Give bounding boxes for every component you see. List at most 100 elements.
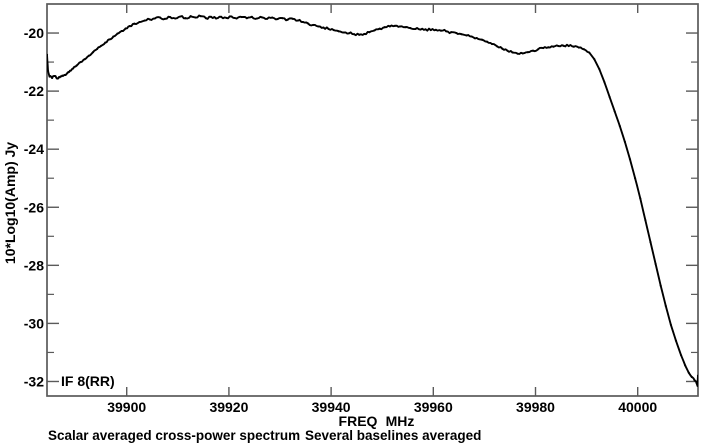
- spectrum-point: [235, 17, 238, 20]
- spectrum-point: [465, 34, 468, 37]
- spectrum-point: [695, 381, 698, 384]
- spectrum-point: [388, 25, 391, 28]
- y-tick-label: -28: [24, 257, 44, 273]
- spectrum-point: [439, 29, 443, 32]
- spectrum-point: [56, 77, 59, 80]
- spectrum-point: [342, 31, 345, 34]
- spectrum-point: [399, 25, 402, 28]
- axes-layer: [46, 3, 699, 397]
- spectrum-point: [424, 28, 427, 31]
- spectrum-point: [639, 197, 642, 200]
- spectrum-point: [547, 46, 550, 49]
- spectrum-point: [266, 17, 269, 20]
- spectrum-point: [628, 158, 632, 161]
- spectrum-point: [404, 26, 407, 29]
- spectrum-point: [245, 17, 248, 20]
- spectrum-point: [608, 95, 611, 98]
- spectrum-point: [240, 16, 243, 19]
- spectrum-point: [618, 124, 621, 128]
- spectrum-point: [68, 69, 72, 72]
- spectrum-point: [598, 68, 601, 71]
- spectrum-point: [169, 16, 172, 19]
- spectrum-point: [687, 371, 690, 374]
- spectrum-point: [680, 354, 683, 357]
- spectrum-point: [48, 75, 51, 78]
- spectrum-point: [393, 24, 397, 27]
- spectrum-point: [120, 29, 123, 33]
- spectrum-point: [51, 76, 54, 80]
- spectrum-point: [368, 31, 371, 34]
- y-tick-label: -22: [24, 83, 44, 99]
- spectrum-point: [112, 35, 115, 38]
- y-tick-label: -32: [24, 373, 44, 389]
- spectrum-point: [281, 17, 284, 20]
- spectrum-point: [383, 26, 386, 29]
- spectrum-point: [460, 33, 463, 36]
- spectrum-point: [506, 49, 509, 52]
- spectrum-point: [47, 53, 49, 56]
- y-tick-label: -30: [24, 315, 44, 331]
- spectrum-point: [96, 47, 99, 51]
- spectrum-point: [582, 48, 586, 51]
- spectrum-point: [230, 15, 233, 18]
- spectrum-point: [537, 48, 540, 51]
- spectrum-point: [693, 378, 696, 382]
- spectrum-point: [613, 110, 616, 113]
- spectrum-point: [572, 45, 575, 48]
- spectrum-point: [87, 54, 90, 57]
- footer-caption-right: Several baselines averaged: [305, 428, 481, 443]
- spectrum-point: [567, 45, 570, 48]
- spectrum-point: [674, 339, 678, 342]
- tick-label-layer: 39900 39920 39940 39960 39980 40000 -20 -22 -24 -…: [24, 25, 658, 415]
- spectrum-point: [255, 17, 259, 20]
- spectrum-point: [261, 16, 264, 19]
- spectrum-point: [322, 26, 325, 29]
- spectrum-point: [654, 262, 657, 265]
- spectrum-point: [455, 31, 458, 35]
- spectrum-point: [312, 23, 315, 26]
- spectrum-point: [296, 19, 299, 22]
- spectrum-point: [317, 25, 320, 28]
- spectrum-point: [158, 16, 161, 19]
- spectrum-point: [552, 45, 555, 48]
- spectrum-point: [327, 27, 330, 31]
- spectrum-point: [593, 58, 596, 61]
- spectrum-point: [696, 384, 698, 387]
- spectrum-point: [353, 33, 356, 36]
- spectrum-point: [684, 364, 687, 367]
- spectrum-point: [516, 52, 519, 55]
- spectrum-point: [100, 44, 103, 47]
- spectrum-point: [696, 374, 698, 377]
- y-tick-label: -26: [24, 199, 44, 215]
- spectrum-point: [104, 41, 107, 44]
- spectrum-point: [434, 28, 437, 31]
- spectrum-point: [347, 32, 351, 35]
- spectrum-point: [419, 28, 422, 31]
- spectrum-point: [496, 45, 499, 48]
- spectrum-point: [108, 38, 111, 41]
- spectrum-point: [450, 31, 453, 34]
- x-tick-label: 39900: [107, 399, 146, 415]
- spectrum-point: [358, 33, 361, 36]
- spectrum-point: [501, 47, 504, 50]
- spectrum-point: [542, 47, 545, 50]
- spectrum-point: [250, 15, 253, 18]
- spectrum-point: [588, 51, 591, 54]
- x-tick-label: 39960: [414, 399, 453, 415]
- spectrum-point: [644, 219, 647, 222]
- spectrum-point: [91, 51, 95, 54]
- spectrum-point: [124, 27, 127, 30]
- spectrum-trace: [47, 14, 698, 387]
- spectrum-point: [47, 69, 50, 72]
- x-axis-title-unit: MHz: [386, 413, 415, 429]
- spectrum-point: [301, 20, 305, 24]
- spectrum-point: [526, 51, 529, 54]
- spectrum-point: [470, 35, 473, 38]
- if-polarization-label: IF 8(RR): [61, 373, 115, 389]
- spectrum-point: [690, 376, 693, 379]
- spectrum-point: [174, 17, 177, 20]
- spectrum-point: [414, 27, 417, 31]
- spectrum-point: [634, 177, 637, 180]
- x-tick-label: 39920: [209, 399, 248, 415]
